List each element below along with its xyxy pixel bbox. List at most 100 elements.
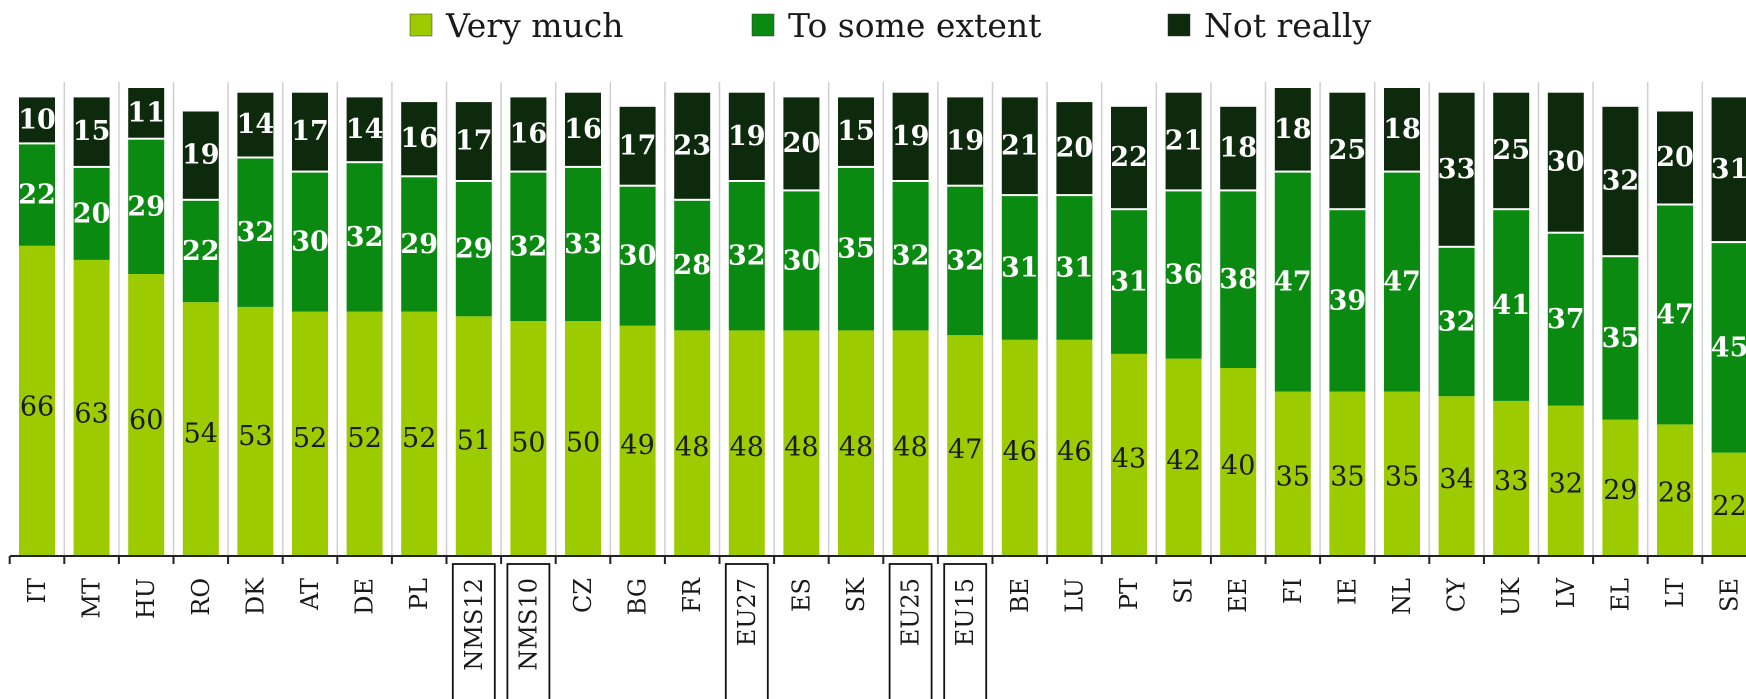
bar-segment <box>1056 339 1093 556</box>
data-label: 32 <box>237 217 275 248</box>
bar-group: 35 47 18 <box>1274 88 1312 556</box>
data-label: 60 <box>129 405 163 436</box>
data-label: 31 <box>1711 154 1746 185</box>
bar-group: 46 31 21 <box>1001 97 1039 556</box>
bar-segment <box>1384 391 1420 556</box>
bar-segment <box>1438 247 1475 397</box>
data-label: 33 <box>1494 466 1528 497</box>
bar-segment <box>728 182 765 331</box>
x-tick-label: DE <box>351 578 379 615</box>
data-label: 29 <box>1603 475 1637 506</box>
bar-group: 42 36 21 <box>1165 92 1203 556</box>
bar-segment <box>1493 92 1530 209</box>
data-label: 14 <box>237 109 275 140</box>
bar-group: 28 47 20 <box>1656 111 1694 556</box>
bar-segment <box>455 316 492 556</box>
data-label: 32 <box>1549 468 1583 499</box>
legend: Very much To some extent Not really <box>409 6 1372 45</box>
data-label: 28 <box>1658 477 1692 508</box>
x-tick-label: NMS10 <box>514 578 542 671</box>
category-box <box>506 563 551 699</box>
bar-segment <box>1711 97 1746 242</box>
bar-segment <box>510 172 547 321</box>
data-label: 30 <box>783 245 821 276</box>
bar-group: 60 29 11 <box>127 88 165 556</box>
data-label: 32 <box>728 241 766 272</box>
bar-segment <box>237 158 274 307</box>
bar-segment <box>674 330 711 556</box>
x-tick-label: EU25 <box>897 578 925 646</box>
x-tick-label: LU <box>1060 578 1088 613</box>
bar-segment <box>73 167 110 260</box>
data-label: 48 <box>730 432 764 463</box>
data-label: 32 <box>1602 166 1640 197</box>
bar-group: 40 38 18 <box>1219 106 1257 556</box>
bar-group: 66 22 10 <box>18 97 56 557</box>
bar-segment <box>1711 452 1746 556</box>
bar-segment <box>292 172 328 312</box>
data-label: 20 <box>1656 142 1694 173</box>
bar-group: 51 29 17 <box>455 102 493 556</box>
data-label: 20 <box>1056 133 1094 164</box>
bar-segment <box>619 325 656 556</box>
bar-segment <box>292 311 328 556</box>
data-label: 16 <box>564 114 602 145</box>
bar-segment <box>401 177 438 312</box>
bar-segment <box>1493 210 1530 401</box>
data-label: 33 <box>564 229 602 260</box>
bar-segment <box>455 182 492 317</box>
bar-group: 52 29 16 <box>400 102 438 556</box>
bar-segment <box>510 97 547 171</box>
bar-segment <box>1274 391 1311 556</box>
data-label: 21 <box>1165 126 1203 157</box>
data-label: 16 <box>510 119 548 150</box>
data-label: 47 <box>1383 267 1421 298</box>
x-tick-label: IT <box>23 578 51 604</box>
bar-group: 50 33 16 <box>564 92 602 556</box>
bar-segment <box>565 92 601 166</box>
data-label: 15 <box>837 116 875 147</box>
bar-segment <box>674 92 711 199</box>
bar-group: 29 35 32 <box>1602 106 1640 556</box>
bar-segment <box>182 200 219 303</box>
legend-label: Not really <box>1204 6 1372 45</box>
category-box <box>888 563 933 699</box>
bar-segment <box>1001 97 1038 195</box>
bar-segment <box>128 139 165 274</box>
bar-segment <box>1602 419 1639 556</box>
data-label: 32 <box>1438 307 1476 338</box>
data-label: 40 <box>1221 450 1255 481</box>
x-tick-label: SI <box>1170 578 1198 604</box>
bar-segment <box>783 191 820 331</box>
bar-segment <box>1274 172 1311 392</box>
bar-group: 33 41 25 <box>1492 92 1530 556</box>
bar-group: 48 32 19 <box>892 92 929 556</box>
bar-segment <box>1547 92 1584 232</box>
data-label: 35 <box>837 234 875 265</box>
data-label: 25 <box>1329 135 1367 166</box>
category-box <box>724 563 769 699</box>
bar-segment <box>1056 196 1093 340</box>
bar-group: 63 20 15 <box>73 97 111 556</box>
bar-group: 48 30 20 <box>783 97 821 556</box>
bar-segment <box>1111 106 1147 209</box>
data-label: 53 <box>238 421 272 452</box>
data-label: 20 <box>73 198 111 229</box>
legend-swatch <box>409 13 433 37</box>
bar-segment <box>1384 172 1420 392</box>
bar-segment <box>73 259 110 556</box>
data-label: 25 <box>1492 135 1530 166</box>
bar-group: 48 28 23 <box>673 92 711 556</box>
data-label: 47 <box>948 434 982 465</box>
x-tick-label: UK <box>1497 577 1525 616</box>
bar-segment <box>728 92 765 180</box>
data-label: 48 <box>675 432 709 463</box>
data-label: 32 <box>946 245 984 276</box>
data-label: 23 <box>673 130 711 161</box>
data-label: 29 <box>400 229 438 260</box>
data-label: 46 <box>1003 437 1037 468</box>
data-label: 18 <box>1383 114 1421 145</box>
bar-segment <box>1165 358 1202 556</box>
data-label: 33 <box>1438 154 1476 185</box>
